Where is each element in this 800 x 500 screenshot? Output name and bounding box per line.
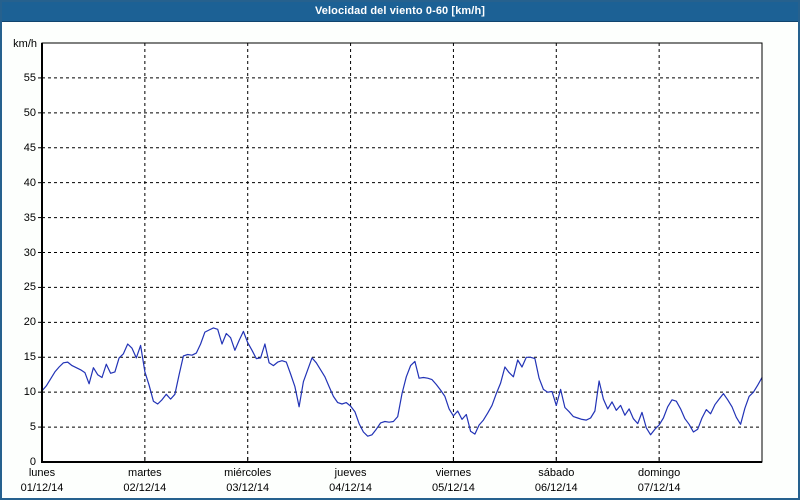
wind-speed-series-line — [41, 327, 763, 437]
y-tick-label: 40 — [23, 176, 36, 189]
x-tick-label: jueves 04/12/14 — [303, 467, 399, 495]
day-name-label: viernes — [435, 467, 472, 479]
day-name-label: jueves — [334, 467, 367, 479]
day-date-label: 06/12/14 — [534, 482, 578, 494]
chart-title: Velocidad del viento 0-60 [km/h] — [314, 5, 486, 17]
y-tick-label: 5 — [29, 421, 36, 434]
x-tick-label: domingo 07/12/14 — [611, 467, 707, 495]
day-name-label: miércoles — [224, 467, 272, 479]
y-tick-label: 35 — [23, 211, 36, 224]
y-tick-label: 30 — [23, 246, 36, 259]
y-tick-label: 10 — [23, 386, 36, 399]
x-tick-label: sábado 06/12/14 — [508, 467, 604, 495]
y-tick-label: 50 — [23, 106, 36, 119]
day-name-label: domingo — [638, 467, 681, 479]
chart-title-bar: Velocidad del viento 0-60 [km/h] — [2, 2, 798, 22]
y-tick-label: 45 — [23, 141, 36, 154]
day-date-label: 04/12/14 — [329, 482, 372, 494]
y-tick-label: 25 — [23, 281, 36, 294]
axis-lines — [41, 43, 762, 463]
x-tick-label: lunes 01/12/14 — [2, 467, 90, 495]
day-name-label: lunes — [28, 467, 56, 479]
day-name-label: sábado — [538, 467, 575, 479]
day-date-label: 02/12/14 — [123, 482, 167, 494]
y-tick-label: 15 — [23, 351, 36, 364]
day-date-label: 01/12/14 — [20, 482, 64, 494]
y-tick-label: 20 — [23, 316, 36, 329]
day-date-label: 07/12/14 — [637, 482, 681, 494]
day-date-label: 03/12/14 — [226, 482, 270, 494]
day-date-label: 05/12/14 — [432, 482, 475, 494]
y-tick-label: 55 — [23, 71, 36, 84]
y-tick-label: 0 — [29, 456, 36, 468]
x-tick-label: martes 02/12/14 — [97, 467, 193, 495]
x-tick-label: miércoles 03/12/14 — [200, 467, 296, 495]
y-axis-unit-label: km/h — [13, 38, 37, 50]
x-tick-label: viernes 05/12/14 — [405, 467, 501, 495]
day-name-label: martes — [128, 467, 162, 479]
